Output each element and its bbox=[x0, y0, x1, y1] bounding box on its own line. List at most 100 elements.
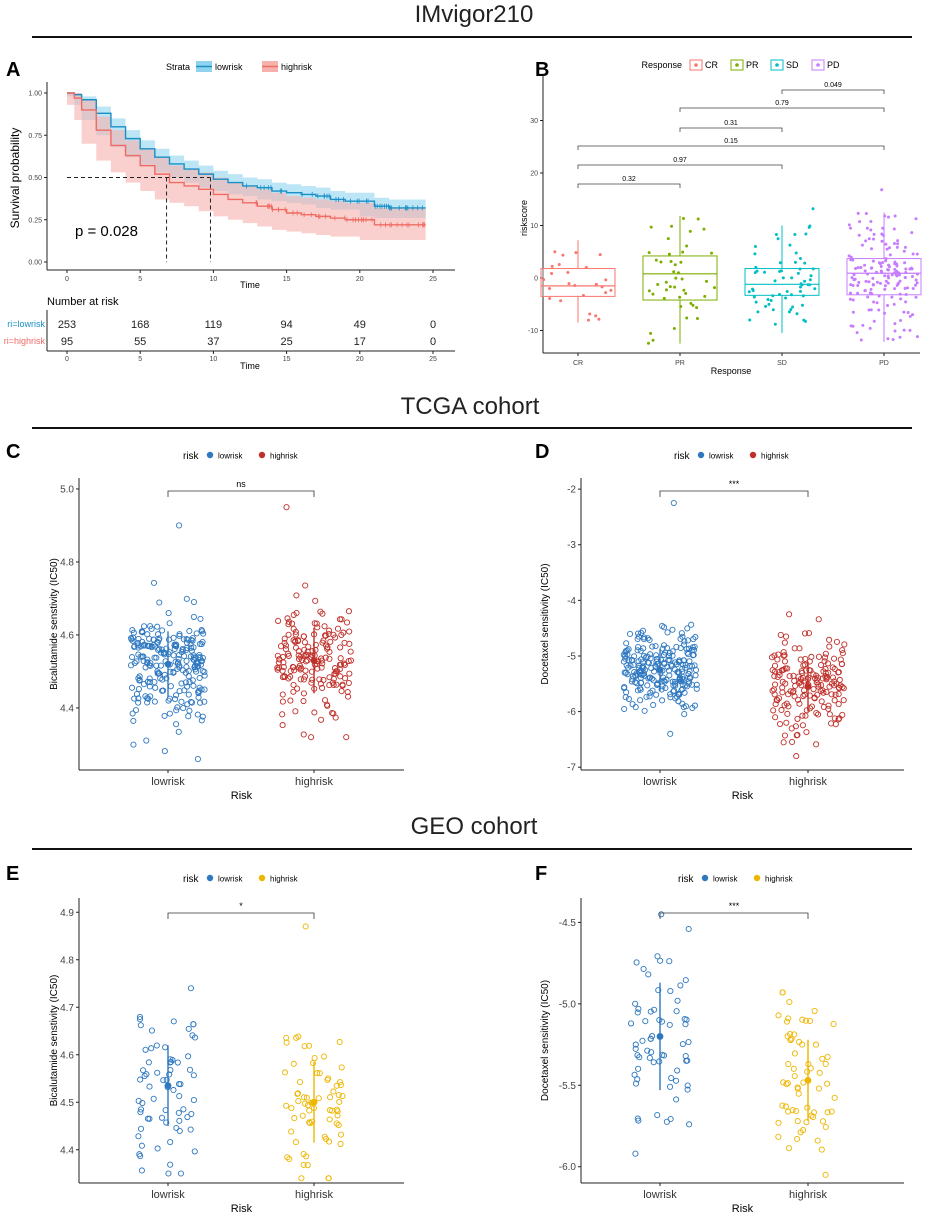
data-point-lowrisk bbox=[682, 703, 690, 710]
data-point-highrisk bbox=[792, 682, 799, 689]
data-point-PD bbox=[847, 223, 851, 227]
data-point-lowrisk bbox=[176, 632, 183, 639]
panel-label-f: F bbox=[535, 863, 547, 885]
data-point-lowrisk bbox=[156, 599, 163, 606]
data-point-lowrisk bbox=[683, 1016, 690, 1023]
data-point-highrisk bbox=[797, 679, 804, 686]
data-point-highrisk bbox=[768, 654, 776, 661]
data-point-CR bbox=[581, 294, 585, 298]
significance-bracket bbox=[167, 912, 315, 919]
data-point-SD bbox=[791, 305, 795, 309]
x-tick-label: 0 bbox=[65, 276, 69, 283]
data-point-highrisk bbox=[797, 656, 804, 663]
data-point-highrisk bbox=[301, 1100, 309, 1107]
data-point-highrisk bbox=[343, 734, 350, 741]
data-point-highrisk bbox=[300, 690, 307, 697]
data-point-lowrisk bbox=[682, 661, 689, 669]
data-point-PD bbox=[886, 215, 890, 219]
data-point-lowrisk bbox=[689, 663, 696, 670]
data-point-SD bbox=[808, 278, 812, 282]
data-point-PD bbox=[884, 257, 888, 261]
mean-point-lowrisk bbox=[164, 660, 172, 668]
data-point-highrisk bbox=[785, 1145, 793, 1152]
y-axis-label: Bicalutamide senstivity (IC50) bbox=[49, 975, 60, 1107]
x-tick-label: highrisk bbox=[295, 1189, 333, 1201]
x-tick-label: lowrisk bbox=[151, 1189, 185, 1201]
data-point-PD bbox=[867, 280, 871, 284]
data-point-lowrisk bbox=[146, 642, 153, 650]
data-point-highrisk bbox=[814, 1137, 821, 1144]
data-point-PD bbox=[865, 226, 869, 230]
data-point-lowrisk bbox=[150, 1095, 157, 1102]
data-point-lowrisk bbox=[165, 1170, 172, 1177]
data-point-highrisk bbox=[825, 705, 832, 712]
data-point-lowrisk bbox=[666, 649, 673, 657]
data-point-lowrisk bbox=[194, 711, 201, 718]
data-point-highrisk bbox=[781, 658, 788, 665]
data-point-PD bbox=[884, 259, 888, 263]
data-point-highrisk bbox=[836, 676, 843, 683]
data-point-highrisk bbox=[824, 1080, 831, 1087]
data-point-lowrisk bbox=[137, 1153, 144, 1160]
data-point-lowrisk bbox=[130, 717, 137, 724]
data-point-CR bbox=[588, 312, 592, 316]
data-point-highrisk bbox=[288, 1128, 295, 1135]
comparison-pvalue: 0.79 bbox=[775, 100, 789, 107]
data-point-lowrisk bbox=[163, 1119, 170, 1126]
data-point-CR bbox=[566, 270, 570, 274]
data-point-PR bbox=[696, 217, 700, 221]
data-point-lowrisk bbox=[153, 1042, 160, 1049]
x-axis-label: Risk bbox=[732, 1203, 754, 1215]
data-point-lowrisk bbox=[137, 1109, 144, 1116]
legend-highrisk-label: highrisk bbox=[281, 62, 313, 72]
data-point-lowrisk bbox=[190, 1021, 197, 1028]
data-point-PD bbox=[871, 282, 875, 286]
data-point-PD bbox=[849, 226, 853, 230]
data-point-lowrisk bbox=[682, 977, 689, 984]
data-point-PD bbox=[884, 242, 888, 246]
data-point-highrisk bbox=[777, 631, 784, 638]
data-point-highrisk bbox=[791, 1050, 798, 1057]
data-point-highrisk bbox=[321, 1133, 328, 1140]
data-point-PD bbox=[864, 212, 868, 216]
data-point-SD bbox=[751, 289, 755, 293]
data-point-lowrisk bbox=[140, 680, 148, 688]
data-point-lowrisk bbox=[136, 673, 143, 680]
data-point-lowrisk bbox=[144, 642, 151, 649]
data-point-highrisk bbox=[297, 676, 304, 683]
data-point-PD bbox=[849, 324, 853, 328]
data-point-lowrisk bbox=[165, 610, 172, 617]
data-point-PD bbox=[915, 281, 919, 285]
data-point-lowrisk bbox=[141, 623, 148, 630]
data-point-SD bbox=[790, 276, 794, 280]
data-point-highrisk bbox=[303, 1094, 310, 1101]
y-tick-label: 4.4 bbox=[60, 703, 74, 714]
data-point-SD bbox=[804, 232, 808, 236]
data-point-lowrisk bbox=[196, 674, 203, 682]
data-point-highrisk bbox=[780, 739, 787, 746]
x-axis-label: Risk bbox=[732, 790, 754, 802]
data-point-lowrisk bbox=[682, 1021, 689, 1028]
data-point-lowrisk bbox=[655, 987, 662, 994]
data-point-highrisk bbox=[779, 689, 786, 696]
data-point-lowrisk bbox=[673, 1008, 680, 1015]
data-point-highrisk bbox=[333, 681, 340, 688]
legend-label-highrisk: highrisk bbox=[765, 875, 794, 884]
data-point-lowrisk bbox=[685, 1039, 692, 1046]
data-point-highrisk bbox=[321, 697, 329, 704]
y-tick-label: -7 bbox=[567, 763, 576, 774]
data-point-highrisk bbox=[337, 1131, 345, 1138]
data-point-lowrisk bbox=[138, 628, 145, 636]
significance-label: ns bbox=[236, 479, 246, 489]
risk-table-title: Number at risk bbox=[47, 296, 119, 308]
data-point-PD bbox=[867, 237, 871, 241]
data-point-lowrisk bbox=[159, 687, 166, 694]
data-point-highrisk bbox=[770, 686, 777, 693]
data-point-highrisk bbox=[315, 1095, 322, 1102]
legend-key-CR bbox=[689, 59, 703, 71]
data-point-CR bbox=[597, 317, 601, 321]
data-point-highrisk bbox=[324, 702, 331, 709]
data-point-lowrisk bbox=[663, 676, 670, 684]
data-point-lowrisk bbox=[679, 1041, 686, 1048]
data-point-lowrisk bbox=[637, 697, 644, 704]
